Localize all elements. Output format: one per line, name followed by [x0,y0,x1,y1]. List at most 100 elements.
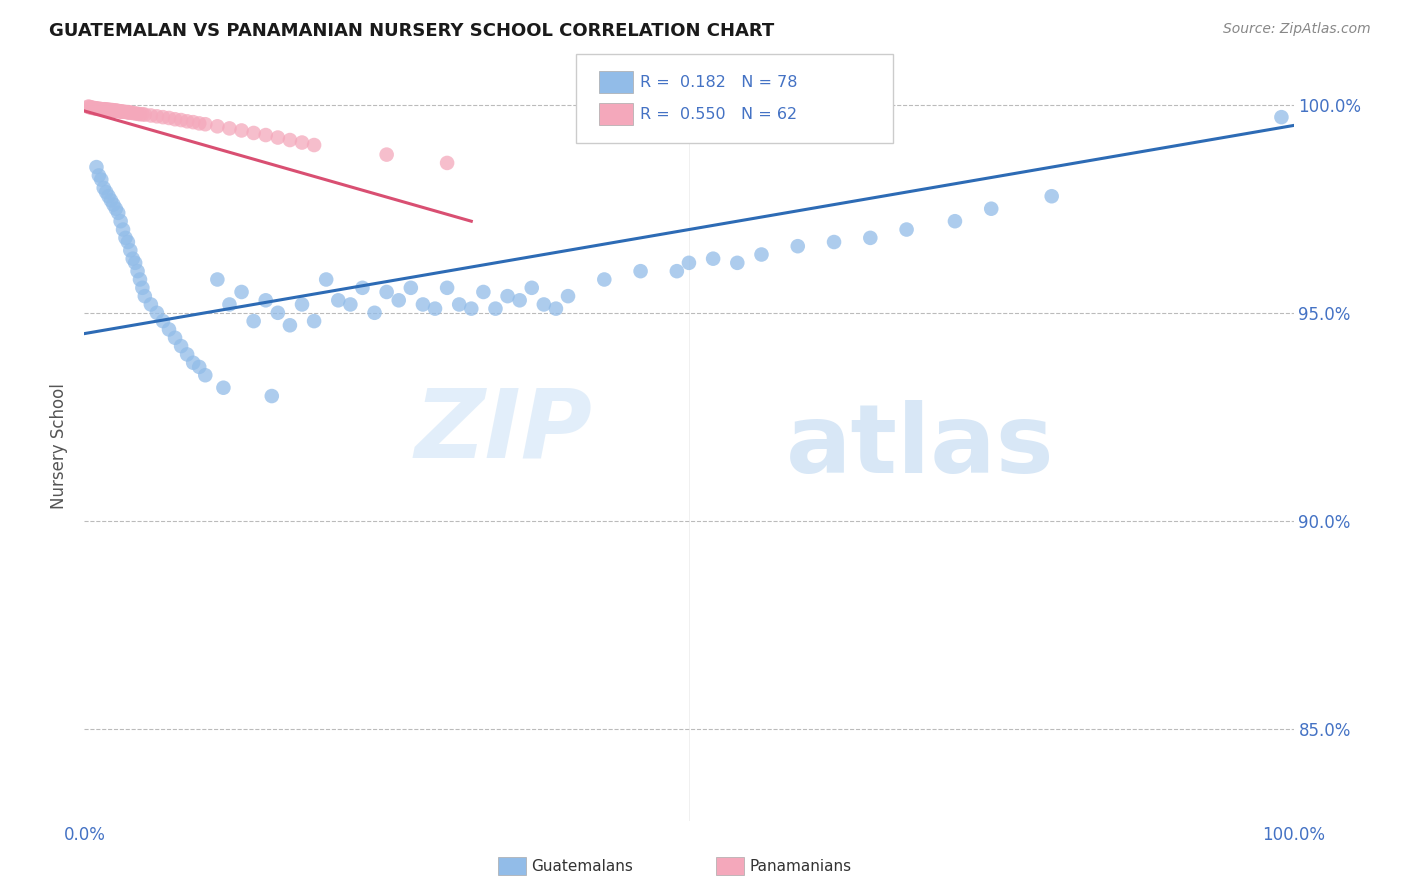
Point [352,281,374,295]
Point [302,314,325,328]
Point [165,112,187,127]
Point [472,285,495,299]
Point [436,156,458,170]
Point [117,105,139,120]
Point [242,126,264,140]
Point [176,347,198,361]
Point [77,100,100,114]
Point [83,101,105,115]
Point [103,197,125,211]
Point [90,172,112,186]
Point [678,256,700,270]
Point [388,293,411,308]
Point [509,293,531,308]
Point [139,297,162,311]
Point [170,339,193,353]
Point [544,301,567,316]
Point [84,102,107,116]
Point [86,102,108,116]
Point [207,272,229,286]
Point [80,101,103,115]
Point [157,111,180,125]
Point [315,272,337,286]
Point [786,239,808,253]
Point [101,103,124,117]
Point [79,101,101,115]
Point [134,108,156,122]
Text: Guatemalans: Guatemalans [531,859,633,873]
Point [82,101,104,115]
Point [665,264,688,278]
Point [484,301,506,316]
Point [86,160,108,174]
Point [96,103,118,117]
Point [231,123,253,137]
Point [127,264,149,278]
Point [115,105,138,120]
Point [980,202,1002,216]
Point [242,314,264,328]
Text: GUATEMALAN VS PANAMANIAN NURSERY SCHOOL CORRELATION CHART: GUATEMALAN VS PANAMANIAN NURSERY SCHOOL … [49,22,775,40]
Point [127,107,149,121]
Point [1040,189,1063,203]
Point [375,285,398,299]
Point [131,281,153,295]
Point [702,252,724,266]
Point [188,359,211,374]
Y-axis label: Nursery School: Nursery School [51,383,69,509]
Point [363,306,385,320]
Point [94,103,117,117]
Point [94,102,117,116]
Point [557,289,579,303]
Point [194,117,217,131]
Text: ZIP: ZIP [415,384,592,477]
Point [104,202,127,216]
Point [181,115,204,129]
Point [100,194,122,208]
Point [896,222,918,236]
Point [260,389,283,403]
Point [87,169,110,183]
Point [129,272,152,286]
Point [124,256,146,270]
Point [859,231,882,245]
Point [194,368,217,383]
Point [97,189,120,203]
Point [110,104,132,119]
Point [90,102,112,116]
Point [520,281,543,295]
Point [152,314,174,328]
Text: Panamanians: Panamanians [749,859,852,873]
Point [112,222,135,236]
Point [823,235,845,249]
Point [328,293,350,308]
Point [533,297,555,311]
Point [104,103,127,118]
Point [120,105,142,120]
Point [103,103,125,118]
Point [152,110,174,124]
Point [460,301,482,316]
Point [278,133,301,147]
Point [267,306,290,320]
Point [157,322,180,336]
Text: R =  0.550   N = 62: R = 0.550 N = 62 [640,107,797,121]
Point [181,356,204,370]
Point [107,103,129,118]
Point [188,116,211,130]
Point [121,106,143,120]
Point [449,297,471,311]
Point [496,289,519,303]
Point [267,130,290,145]
Text: R =  0.182   N = 78: R = 0.182 N = 78 [640,75,797,89]
Point [114,231,136,245]
Point [725,256,748,270]
Point [129,107,152,121]
Point [134,289,156,303]
Point [231,285,253,299]
Point [943,214,966,228]
Point [111,104,134,119]
Point [97,103,120,117]
Point [1270,110,1292,124]
Point [436,281,458,295]
